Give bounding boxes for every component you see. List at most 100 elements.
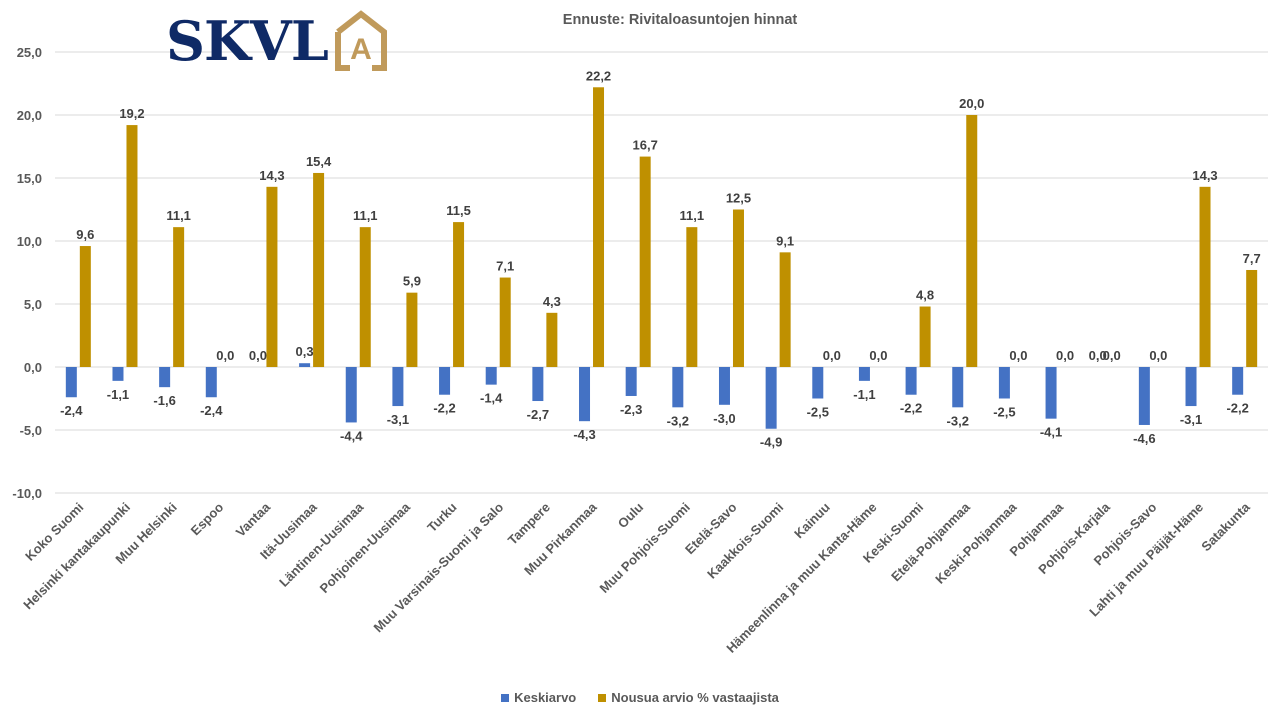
data-label-keskiarvo: -4,4	[340, 428, 363, 443]
bar-keskiarvo	[345, 367, 357, 423]
chart-title: Ennuste: Rivitaloasuntojen hinnat	[562, 12, 798, 28]
y-tick-label: -5,0	[20, 423, 42, 438]
x-tick-label: Pohjoinen-Uusimaa	[317, 499, 414, 596]
bar-keskiarvo	[159, 367, 171, 388]
data-label-nousua: 7,7	[1243, 251, 1261, 266]
data-labels: -2,49,6-1,119,2-1,611,1-2,40,0 0,014,30,3…	[60, 68, 1261, 449]
data-label-nousua: 11,1	[680, 208, 705, 223]
bar-keskiarvo	[765, 367, 777, 429]
data-label-keskiarvo: -2,5	[807, 405, 829, 420]
legend: Keskiarvo Nousua arvio % vastaajista	[0, 690, 1280, 705]
data-label-nousua: 11,1	[353, 208, 378, 223]
skvl-logo: SKVL A	[166, 10, 390, 72]
legend-swatch-nousua	[598, 693, 607, 702]
bar-nousua	[639, 156, 651, 367]
bar-nousua	[499, 277, 511, 367]
bar-keskiarvo	[858, 367, 870, 381]
legend-swatch-keskiarvo	[501, 693, 510, 702]
legend-item-nousua: Nousua arvio % vastaajista	[598, 690, 779, 705]
data-label-keskiarvo: -4,3	[573, 427, 595, 442]
legend-label-keskiarvo: Keskiarvo	[514, 690, 577, 705]
legend-label-nousua: Nousua arvio % vastaajista	[611, 690, 779, 705]
gridlines	[55, 51, 1268, 494]
data-label-nousua: 0,0	[1009, 348, 1027, 363]
bar-nousua	[266, 186, 278, 367]
y-axis-tick-labels: 25,0 20,0 15,0 10,0 5,0 0,0 -5,0 -10,0	[12, 45, 42, 501]
bars	[65, 87, 1258, 429]
data-label-keskiarvo: -1,4	[480, 391, 503, 406]
bar-keskiarvo	[998, 367, 1010, 399]
x-tick-label: Vantaa	[233, 499, 274, 540]
bar-keskiarvo	[439, 367, 451, 395]
data-label-nousua: 7,1	[496, 259, 514, 274]
data-label-nousua: 4,3	[543, 294, 561, 309]
data-label-keskiarvo: 0,3	[296, 344, 314, 359]
bar-nousua	[359, 227, 371, 367]
x-tick-label: Espoo	[188, 499, 227, 538]
data-label-nousua: 14,3	[1192, 168, 1217, 183]
bar-keskiarvo	[1045, 367, 1057, 419]
data-label-keskiarvo: -2,2	[1226, 401, 1248, 416]
bar-keskiarvo	[812, 367, 824, 399]
data-label-nousua: 0,0	[1103, 348, 1121, 363]
y-tick-label: 20,0	[17, 108, 42, 123]
data-label-keskiarvo: -2,2	[900, 401, 922, 416]
data-label-nousua: 0,0	[1149, 348, 1167, 363]
y-tick-label: -10,0	[12, 486, 42, 501]
data-label-nousua: 4,8	[916, 288, 934, 303]
data-label-nousua: 11,5	[446, 203, 471, 218]
data-label-nousua: 15,4	[306, 154, 332, 169]
bar-keskiarvo	[205, 367, 217, 398]
data-label-nousua: 0,0	[1056, 348, 1074, 363]
bar-nousua	[453, 222, 465, 367]
x-tick-label: Satakunta	[1198, 499, 1253, 554]
data-label-keskiarvo: -3,2	[947, 413, 969, 428]
bar-keskiarvo	[299, 363, 311, 367]
data-label-nousua: 14,3	[259, 168, 284, 183]
y-tick-label: 25,0	[17, 45, 42, 60]
data-label-keskiarvo: -2,4	[200, 403, 223, 418]
logo-text: SKVL	[166, 9, 329, 73]
data-label-keskiarvo: -2,5	[993, 405, 1015, 420]
bar-keskiarvo	[485, 367, 497, 385]
data-label-keskiarvo: -3,2	[667, 413, 689, 428]
x-tick-label: Kainuu	[791, 499, 833, 541]
bar-nousua	[593, 87, 605, 367]
data-label-keskiarvo: -3,0	[713, 411, 735, 426]
bar-keskiarvo	[952, 367, 964, 408]
bar-nousua	[779, 252, 791, 367]
data-label-keskiarvo: -2,3	[620, 402, 642, 417]
bar-keskiarvo	[112, 367, 124, 381]
bar-keskiarvo	[625, 367, 637, 396]
x-tick-label: Keski-Pohjanmaa	[932, 499, 1020, 587]
data-label-nousua: 20,0	[959, 96, 984, 111]
data-label-nousua: 5,9	[403, 274, 421, 289]
x-tick-label: Turku	[424, 499, 460, 535]
data-label-keskiarvo: -2,4	[60, 403, 83, 418]
data-label-keskiarvo: -3,1	[387, 412, 409, 427]
x-tick-label: Muu Pohjois-Suomi	[597, 500, 693, 596]
bar-nousua	[79, 246, 91, 367]
x-tick-label: Oulu	[615, 499, 647, 531]
bar-keskiarvo	[1232, 367, 1244, 395]
house-icon: A	[334, 10, 387, 71]
data-label-keskiarvo: -1,1	[107, 387, 129, 402]
data-label-nousua: 16,7	[633, 138, 658, 153]
bar-nousua	[126, 125, 138, 367]
bar-keskiarvo	[579, 367, 591, 422]
bar-nousua	[1246, 269, 1258, 367]
bar-keskiarvo	[392, 367, 404, 407]
y-tick-label: 10,0	[17, 234, 42, 249]
data-label-nousua: 9,1	[776, 233, 794, 248]
bar-nousua	[1199, 186, 1211, 367]
data-label-nousua: 11,1	[166, 208, 191, 223]
bar-keskiarvo	[532, 367, 544, 402]
data-label-keskiarvo: -1,6	[153, 393, 175, 408]
bar-keskiarvo	[65, 367, 77, 398]
bar-nousua	[313, 172, 325, 367]
data-label-keskiarvo: -2,7	[527, 407, 549, 422]
y-tick-label: 15,0	[17, 171, 42, 186]
x-tick-label: Tampere	[505, 500, 553, 548]
y-tick-label: 0,0	[24, 360, 42, 375]
